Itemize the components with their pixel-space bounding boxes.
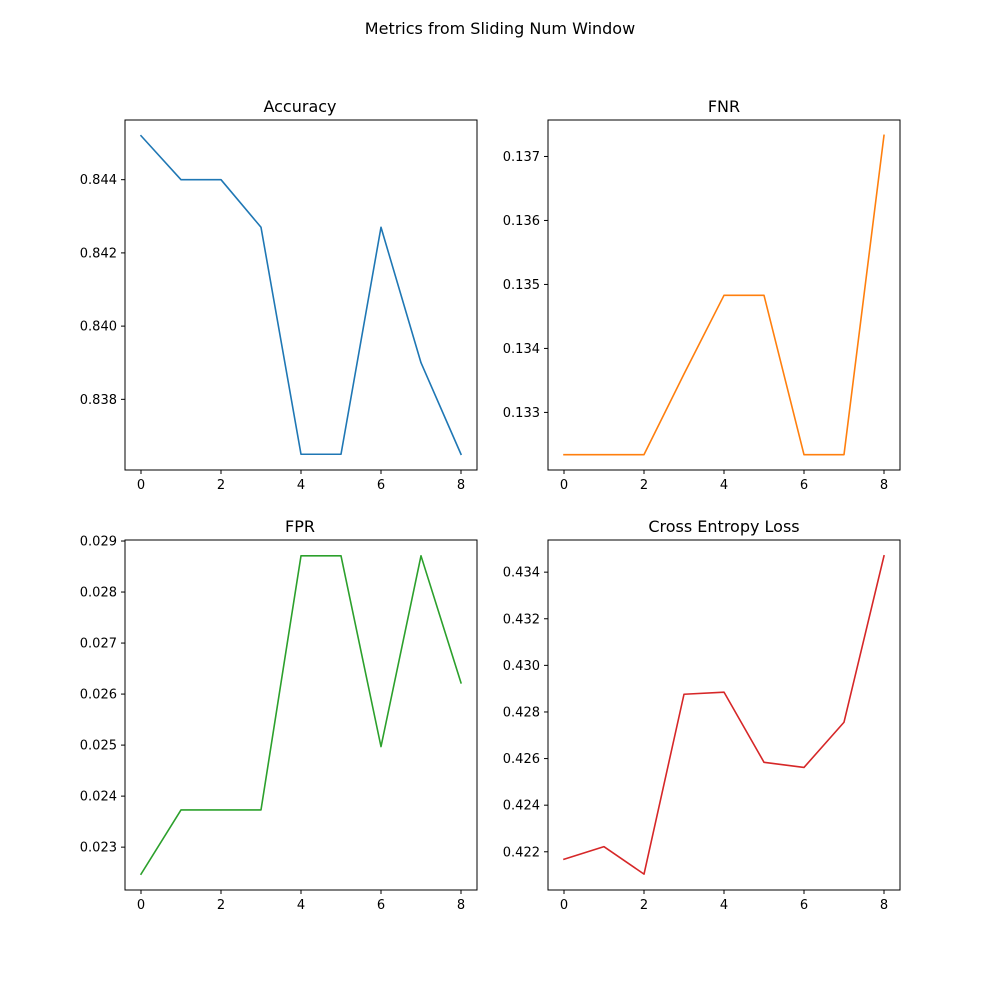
subplot-accuracy: Accuracy 0 2 4 6 8 0.838 0.840 0.842 0.844 bbox=[80, 97, 478, 493]
y-tick-label: 0.135 bbox=[503, 278, 540, 293]
x-tick-label: 6 bbox=[377, 898, 385, 913]
x-tick-label: 8 bbox=[457, 898, 465, 913]
y-tick-label: 0.024 bbox=[80, 790, 117, 805]
x-tick-label: 4 bbox=[297, 898, 305, 913]
x-tick-label: 6 bbox=[800, 478, 808, 493]
axes-frame bbox=[124, 119, 478, 471]
axes-frame bbox=[124, 539, 478, 891]
x-tick-label: 2 bbox=[640, 478, 648, 493]
y-tick-label: 0.134 bbox=[503, 342, 540, 357]
y-tick-label: 0.028 bbox=[80, 586, 117, 601]
x-tick-label: 0 bbox=[137, 898, 145, 913]
y-tick-label: 0.137 bbox=[503, 150, 540, 165]
x-tick-label: 4 bbox=[297, 478, 305, 493]
y-tick-label: 0.029 bbox=[80, 535, 117, 550]
y-tick-label: 0.844 bbox=[80, 173, 117, 188]
subplot-title: Cross Entropy Loss bbox=[648, 517, 799, 536]
series-line bbox=[139, 134, 463, 456]
x-tick-label: 6 bbox=[377, 478, 385, 493]
x-tick-label: 8 bbox=[880, 478, 888, 493]
y-tick-label: 0.136 bbox=[503, 214, 540, 229]
y-tick-label: 0.422 bbox=[503, 845, 540, 860]
y-tick-label: 0.023 bbox=[80, 841, 117, 856]
y-tick-label: 0.840 bbox=[80, 320, 117, 335]
subplot-title: FPR bbox=[285, 517, 315, 536]
x-tick-label: 6 bbox=[800, 898, 808, 913]
subplot-fpr: FPR 0 2 4 6 8 0.023 0.024 0.025 0.026 0.027 0.028 0… bbox=[80, 517, 478, 913]
x-tick-label: 4 bbox=[720, 478, 728, 493]
series-line bbox=[563, 134, 885, 456]
y-tick-label: 0.026 bbox=[80, 688, 117, 703]
x-tick-label: 4 bbox=[720, 898, 728, 913]
x-tick-label: 0 bbox=[560, 898, 568, 913]
y-tick-label: 0.838 bbox=[80, 393, 117, 408]
x-tick-label: 8 bbox=[880, 898, 888, 913]
y-tick-label: 0.430 bbox=[503, 659, 540, 674]
x-tick-label: 0 bbox=[560, 478, 568, 493]
x-tick-label: 0 bbox=[137, 478, 145, 493]
y-tick-label: 0.025 bbox=[80, 739, 117, 754]
subplot-title: FNR bbox=[708, 97, 740, 116]
y-tick-label: 0.426 bbox=[503, 752, 540, 767]
subplot-cross-entropy-loss: Cross Entropy Loss 0 2 4 6 8 0.422 0.424 0.426 0… bbox=[503, 517, 901, 913]
axes-frame bbox=[547, 539, 901, 891]
y-tick-label: 0.434 bbox=[503, 566, 540, 581]
x-tick-label: 2 bbox=[217, 478, 225, 493]
subplot-fnr: FNR 0 2 4 6 8 0.133 0.134 0.135 0.136 0.137 bbox=[503, 97, 901, 493]
y-tick-label: 0.027 bbox=[80, 637, 117, 652]
x-tick-label: 8 bbox=[457, 478, 465, 493]
x-tick-label: 2 bbox=[217, 898, 225, 913]
series-line bbox=[562, 554, 885, 875]
y-tick-label: 0.133 bbox=[503, 406, 540, 421]
y-tick-label: 0.424 bbox=[503, 799, 540, 814]
subplot-title: Accuracy bbox=[263, 97, 336, 116]
y-tick-label: 0.432 bbox=[503, 612, 540, 627]
series-line bbox=[139, 555, 463, 876]
figure-suptitle: Metrics from Sliding Num Window bbox=[365, 19, 635, 38]
y-tick-label: 0.428 bbox=[503, 705, 540, 720]
x-tick-label: 2 bbox=[640, 898, 648, 913]
y-tick-label: 0.842 bbox=[80, 246, 117, 261]
